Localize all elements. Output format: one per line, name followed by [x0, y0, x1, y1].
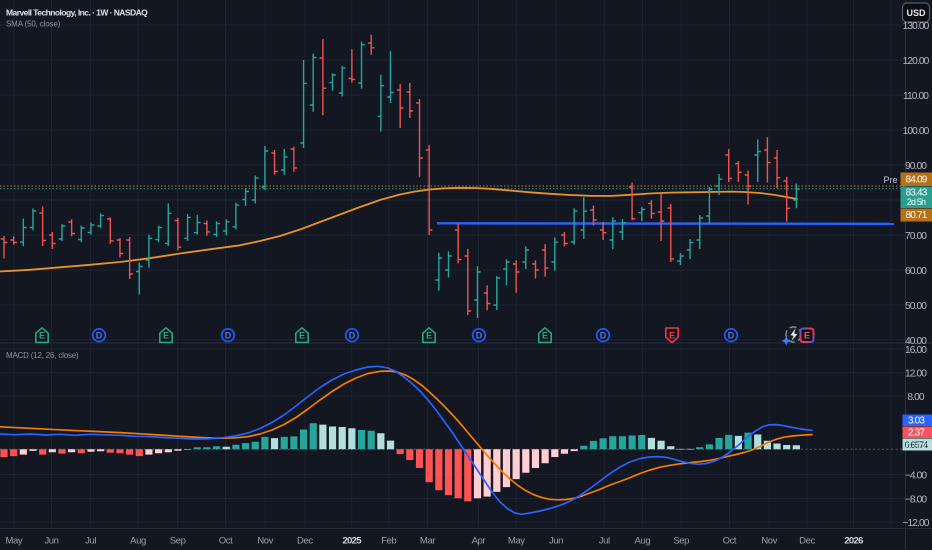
svg-text:Jun: Jun [549, 536, 563, 547]
svg-text:D: D [600, 330, 607, 340]
svg-text:E: E [163, 330, 169, 340]
svg-text:Nov: Nov [257, 536, 273, 547]
svg-text:90.00: 90.00 [905, 161, 927, 172]
svg-text:MACD (12, 26, close): MACD (12, 26, close) [6, 351, 79, 360]
svg-text:Dec: Dec [799, 536, 815, 547]
svg-text:Oct: Oct [219, 536, 233, 547]
svg-text:E: E [804, 331, 810, 342]
svg-text:Feb: Feb [381, 536, 396, 547]
svg-text:USD: USD [906, 8, 926, 18]
svg-text:Sep: Sep [673, 536, 689, 547]
svg-text:83.43: 83.43 [905, 188, 927, 199]
svg-text:60.00: 60.00 [905, 266, 927, 277]
svg-text:0.6574: 0.6574 [905, 440, 929, 450]
svg-text:70.00: 70.00 [905, 231, 927, 242]
svg-text:2026: 2026 [844, 536, 863, 547]
svg-text:100.00: 100.00 [903, 126, 930, 137]
svg-text:E: E [299, 330, 305, 340]
svg-text:50.00: 50.00 [905, 301, 927, 312]
svg-text:D: D [349, 330, 356, 340]
svg-text:−12.00: −12.00 [902, 518, 929, 529]
svg-text:D: D [728, 330, 735, 340]
svg-text:80.71: 80.71 [905, 210, 927, 221]
svg-text:130.00: 130.00 [903, 21, 930, 32]
svg-text:Pre: Pre [883, 175, 897, 185]
svg-text:May: May [6, 536, 23, 547]
svg-text:3.03: 3.03 [908, 416, 926, 427]
svg-text:16.00: 16.00 [905, 345, 927, 356]
svg-text:2025: 2025 [343, 536, 363, 547]
svg-text:E: E [542, 330, 548, 340]
svg-text:E: E [426, 330, 432, 340]
svg-text:May: May [508, 536, 525, 547]
svg-text:Oct: Oct [723, 536, 737, 547]
svg-text:2.37: 2.37 [908, 428, 926, 439]
svg-text:120.00: 120.00 [903, 56, 930, 67]
svg-text:E: E [39, 330, 45, 340]
svg-text:E: E [669, 330, 675, 340]
svg-text:Sep: Sep [170, 536, 186, 547]
svg-text:84.09: 84.09 [905, 175, 927, 186]
svg-text:SMA (50, close): SMA (50, close) [6, 20, 61, 29]
svg-text:Aug: Aug [635, 536, 651, 547]
svg-text:D: D [96, 330, 103, 340]
svg-text:Marvell Technology, Inc. · 1W: Marvell Technology, Inc. · 1W · NASDAQ [6, 8, 148, 18]
svg-text:0.0000: 0.0000 [905, 442, 932, 453]
svg-text:D: D [476, 330, 483, 340]
svg-text:−8.00: −8.00 [905, 495, 928, 506]
svg-text:Jul: Jul [599, 536, 610, 547]
svg-text:110.00: 110.00 [903, 91, 929, 102]
svg-text:2d 5h: 2d 5h [907, 197, 926, 207]
svg-text:Aug: Aug [130, 536, 146, 547]
svg-text:Dec: Dec [297, 536, 313, 547]
svg-text:Jun: Jun [44, 536, 58, 547]
svg-text:−4.00: −4.00 [905, 471, 928, 482]
svg-text:12.00: 12.00 [905, 369, 927, 380]
svg-text:Jul: Jul [85, 536, 96, 547]
svg-text:Mar: Mar [420, 536, 435, 547]
svg-text:Nov: Nov [761, 536, 777, 547]
svg-text:40.00: 40.00 [905, 336, 927, 347]
svg-text:8.00: 8.00 [907, 392, 924, 403]
svg-text:D: D [225, 330, 232, 340]
svg-text:Apr: Apr [472, 536, 486, 547]
